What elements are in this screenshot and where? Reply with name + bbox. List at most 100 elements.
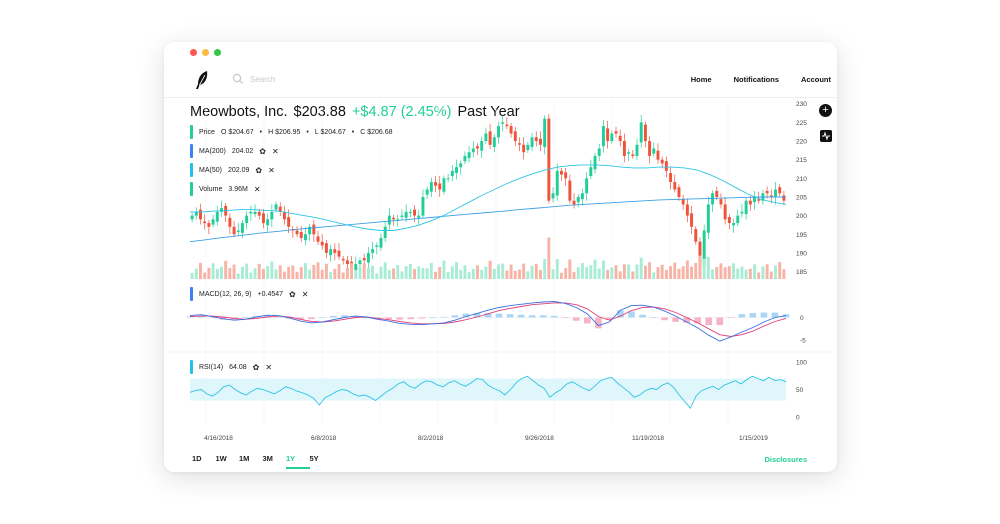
macd-histogram-bar xyxy=(407,317,415,320)
volume-bar xyxy=(203,272,207,279)
volume-bar xyxy=(396,265,400,279)
candle xyxy=(329,249,333,256)
volume-bar xyxy=(576,267,580,279)
candle xyxy=(413,209,417,216)
candle xyxy=(530,137,534,147)
feather-logo-icon[interactable] xyxy=(195,70,209,90)
disclosures-link[interactable]: Disclosures xyxy=(764,455,807,464)
volume-bar xyxy=(413,269,417,279)
volume-bar xyxy=(538,270,542,279)
volume-bar xyxy=(282,271,286,279)
rsi-band xyxy=(190,378,786,401)
legend-price-swatch xyxy=(190,125,193,139)
candle xyxy=(614,131,618,134)
legend-sep: • xyxy=(351,128,355,136)
volume-bar xyxy=(392,268,396,279)
nav-notifications[interactable]: Notifications xyxy=(733,75,779,84)
close-window-button[interactable] xyxy=(190,49,197,56)
volume-bar xyxy=(694,262,698,279)
candle xyxy=(543,118,547,147)
volume-bar xyxy=(236,273,240,279)
candle xyxy=(627,152,631,154)
volume-bar xyxy=(438,267,442,279)
macd-remove-icon[interactable]: ✕ xyxy=(301,289,309,299)
minimize-window-button[interactable] xyxy=(202,49,209,56)
nav-account[interactable]: Account xyxy=(801,75,831,84)
search-bar[interactable]: Search xyxy=(232,73,275,85)
volume-bar xyxy=(492,268,496,279)
rsi-settings-icon[interactable]: ✿ xyxy=(252,362,260,372)
ma200-remove-icon[interactable]: ✕ xyxy=(271,146,279,156)
candle xyxy=(753,196,756,203)
volume-bar xyxy=(324,263,328,279)
candle xyxy=(270,211,274,220)
add-indicator-button[interactable]: + xyxy=(819,104,832,117)
candle xyxy=(455,167,458,174)
candle xyxy=(559,170,563,175)
nav-home[interactable]: Home xyxy=(690,75,712,84)
indicator-pulse-icon[interactable] xyxy=(820,130,832,142)
macd-histogram-bar xyxy=(716,317,724,326)
price-axis-tick: 200 xyxy=(796,213,807,220)
rsi-remove-icon[interactable]: ✕ xyxy=(265,362,273,372)
candle xyxy=(732,223,736,226)
range-1m[interactable]: 1M xyxy=(239,454,250,463)
volume-bar xyxy=(417,266,421,279)
volume-bar xyxy=(534,263,538,279)
volume-bar xyxy=(480,269,484,279)
ma50-settings-icon[interactable]: ✿ xyxy=(255,165,263,175)
company-name: Meowbots, Inc. xyxy=(190,104,288,120)
candle xyxy=(534,137,538,142)
search-input[interactable]: Search xyxy=(250,74,276,84)
macd-histogram-bar xyxy=(462,313,470,318)
ma50-remove-icon[interactable]: ✕ xyxy=(268,165,275,175)
rsi-line xyxy=(189,375,787,410)
volume-bar xyxy=(627,264,631,279)
candle xyxy=(358,260,362,265)
range-1y[interactable]: 1Y xyxy=(286,454,310,469)
volume-bar xyxy=(719,263,723,279)
volume-bar xyxy=(266,266,270,279)
volume-bar xyxy=(220,266,223,279)
macd-histogram-bar xyxy=(550,315,558,318)
ma200-settings-icon[interactable]: ✿ xyxy=(259,146,266,156)
volume-bar xyxy=(476,265,479,279)
volume-bar xyxy=(404,266,408,279)
volume-remove-icon[interactable]: ✕ xyxy=(253,184,261,194)
legend-rsi-value: 64.08 xyxy=(229,363,247,371)
ma200-line xyxy=(189,196,786,243)
range-1w[interactable]: 1W xyxy=(215,454,227,463)
candle xyxy=(572,200,576,205)
candle xyxy=(215,211,219,222)
candle xyxy=(497,126,500,138)
candle xyxy=(757,199,761,201)
candle xyxy=(366,252,370,263)
candle xyxy=(635,144,639,156)
volume-bar xyxy=(648,262,652,279)
macd-histogram-bar xyxy=(617,310,624,318)
volume-bar xyxy=(278,265,282,279)
legend-ma50-swatch xyxy=(190,163,193,177)
volume-bar xyxy=(622,264,626,279)
candle xyxy=(715,190,719,197)
candle xyxy=(501,122,505,124)
macd-settings-icon[interactable]: ✿ xyxy=(289,289,296,299)
candle xyxy=(274,204,278,210)
candle xyxy=(643,124,647,142)
candle xyxy=(232,226,236,235)
range-1d[interactable]: 1D xyxy=(192,454,202,463)
volume-bar xyxy=(757,272,761,279)
volume-bar xyxy=(559,272,563,279)
volume-bar xyxy=(245,263,249,279)
volume-bar xyxy=(308,269,312,279)
candle xyxy=(392,217,396,220)
maximize-window-button[interactable] xyxy=(214,49,221,56)
range-3m[interactable]: 3M xyxy=(262,454,273,463)
range-5y[interactable]: 5Y xyxy=(309,454,319,463)
stock-chart[interactable]: 230 225 220 215 210 205 200 195 190 185 0 -5 100 50 0 4… xyxy=(164,42,837,472)
volume-bar xyxy=(429,262,433,279)
volume-bar xyxy=(425,268,429,279)
candle xyxy=(282,211,286,220)
x-axis-tick: 1/15/2019 xyxy=(739,435,768,442)
app-window: Search Home Notifications Account Meowbo… xyxy=(164,42,837,472)
